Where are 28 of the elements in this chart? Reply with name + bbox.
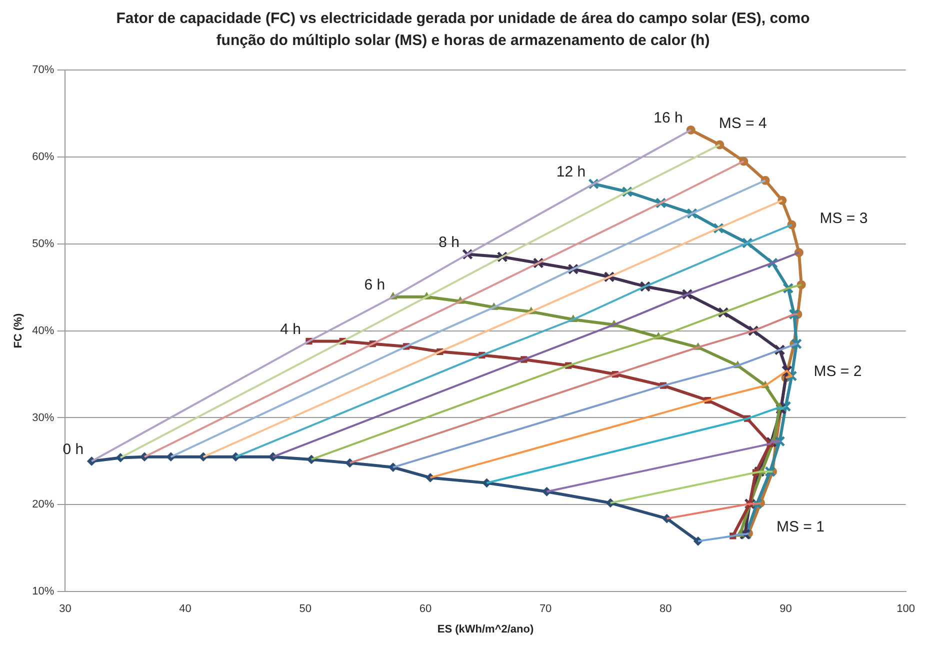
x-tick-label: 80 bbox=[660, 603, 672, 616]
y-tick-label: 60% bbox=[32, 150, 54, 163]
y-tick-label: 50% bbox=[32, 238, 54, 250]
series-label: 4 h bbox=[280, 320, 301, 338]
x-axis-title: ES (kWh/m^2/ano) bbox=[437, 623, 534, 636]
x-tick-label: 50 bbox=[299, 603, 312, 616]
x-tick-label: 100 bbox=[896, 603, 916, 616]
annotation: MS = 4 bbox=[718, 115, 767, 132]
series-label: 6 h bbox=[364, 276, 386, 294]
x-tick-label: 70 bbox=[539, 603, 552, 616]
y-tick-label: 10% bbox=[32, 586, 54, 598]
y-tick-label: 20% bbox=[32, 498, 54, 511]
x-tick-label: 30 bbox=[59, 603, 72, 616]
y-tick-label: 70% bbox=[32, 64, 54, 76]
x-tick-label: 40 bbox=[179, 603, 192, 616]
x-tick-label: 60 bbox=[419, 603, 432, 616]
annotation: MS = 1 bbox=[776, 518, 824, 536]
annotation: MS = 2 bbox=[814, 362, 862, 380]
y-tick-label: 40% bbox=[32, 324, 54, 337]
annotation: MS = 3 bbox=[820, 210, 868, 227]
series-label: 8 h bbox=[438, 234, 460, 251]
y-axis-title: FC (%) bbox=[12, 313, 25, 348]
x-tick-label: 90 bbox=[780, 603, 792, 616]
series-label: 12 h bbox=[556, 164, 586, 181]
series-label: 16 h bbox=[654, 110, 683, 127]
y-tick-label: 30% bbox=[32, 412, 54, 424]
series-label: 0 h bbox=[62, 440, 84, 458]
chart-title: Fator de capacidade (FC) vs electricidade gerada por unidade de área do campo solar (ES), como função do múltiplo solar (MS) e horas de armazenamento de calor (h) bbox=[115, 9, 811, 51]
